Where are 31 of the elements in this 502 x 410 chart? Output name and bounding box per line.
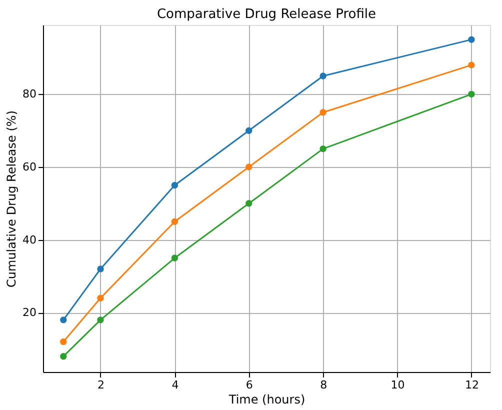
point [171,182,178,189]
x-tick-label: 2 [98,378,104,392]
point [171,254,178,262]
point [246,127,252,134]
point [60,352,67,360]
x-axis-title: Time (hours) [228,392,306,406]
point [60,316,67,324]
point [97,266,104,272]
y-tick-label: 60 [22,160,36,174]
point [320,145,326,152]
point [468,36,475,43]
point [320,109,326,116]
y-tick-label: 40 [22,233,36,246]
x-tick-label: 10 [390,378,405,392]
x-tick-label: 4 [172,378,179,392]
point [468,62,475,68]
point [246,164,252,170]
point [97,294,104,302]
point [60,338,67,346]
x-tick-label: 12 [464,378,479,392]
point [468,90,475,98]
x-tick-label: 6 [246,378,253,392]
y-tick-label: 20 [22,306,36,320]
point [320,72,326,80]
point [171,218,178,225]
point [246,200,252,207]
y-tick-label: 80 [22,88,36,101]
y-axis-title: Cumulative Drug Release (%) [4,110,19,288]
chart-title: Comparative Drug Release Profile [156,7,376,22]
point [97,316,104,324]
x-tick-label: 8 [320,378,328,392]
